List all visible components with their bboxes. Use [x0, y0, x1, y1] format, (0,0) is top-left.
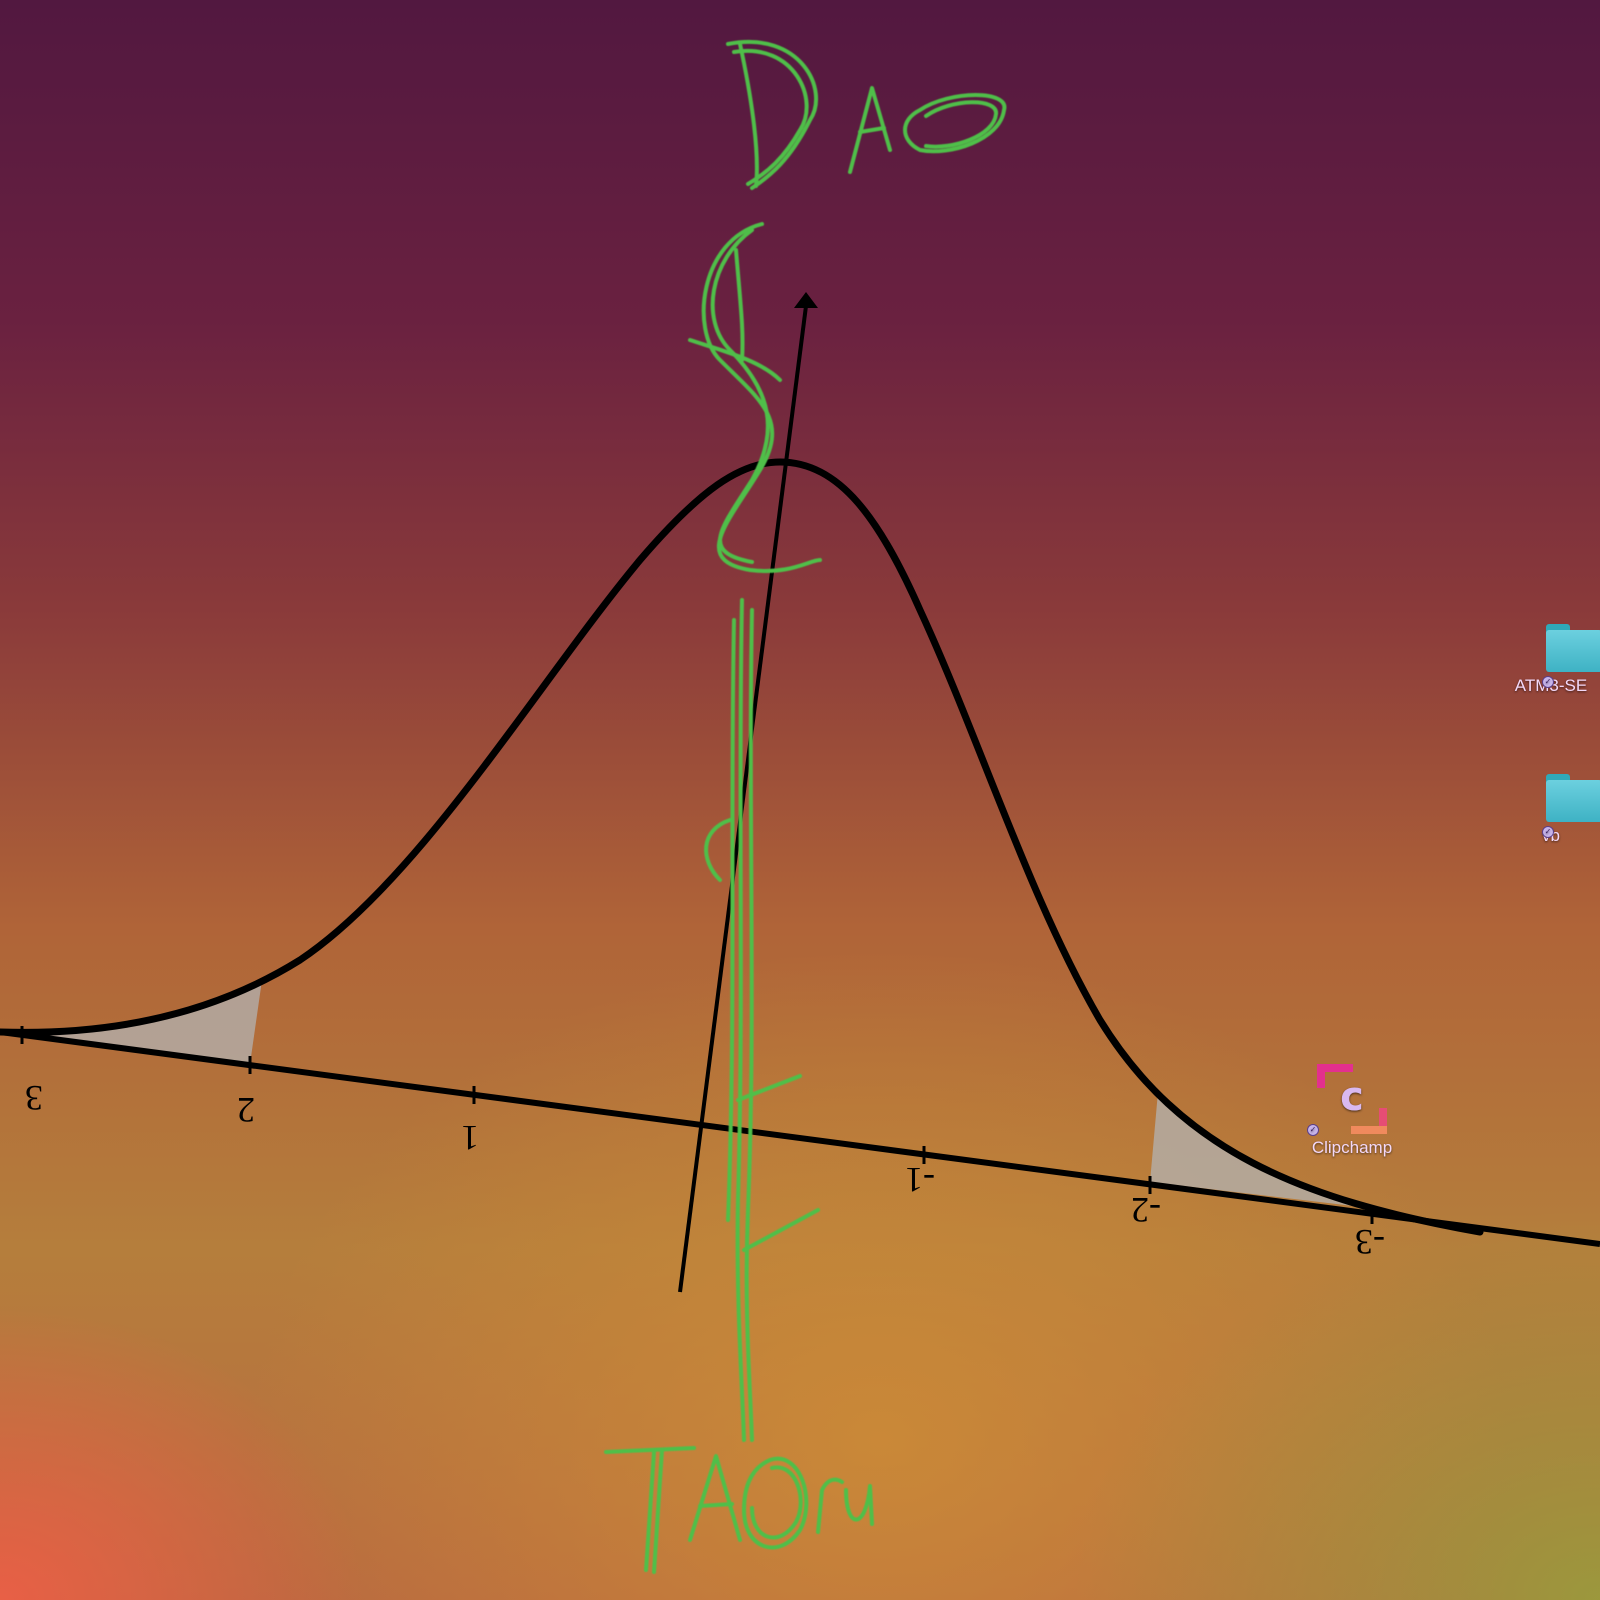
right-tail-shade — [1150, 1092, 1370, 1208]
y-axis-line — [678, 305, 808, 1293]
letter-a-bottom-stroke — [688, 1454, 742, 1542]
squiggle-stroke — [701, 222, 822, 573]
folder-icon — [1546, 774, 1600, 822]
bell-curve — [0, 458, 1484, 1236]
tick-label-1: 1 — [461, 1118, 479, 1158]
letter-d-stroke — [738, 42, 759, 188]
clipchamp-app-icon: c — [1317, 1064, 1387, 1134]
desktop-folder-vb[interactable]: ✓ vb — [1496, 774, 1600, 846]
green-ink-strokes — [604, 40, 1007, 1574]
tick-label-2: 2 — [237, 1090, 255, 1130]
letter-o-bottom-stroke — [742, 1456, 809, 1550]
sync-check-icon: ✓ — [1307, 1124, 1319, 1136]
x-axis-line — [0, 1029, 1600, 1247]
letter-u-stroke — [844, 1484, 874, 1526]
letter-t-stroke — [604, 1446, 696, 1454]
tick-label-3: 3 — [25, 1078, 43, 1118]
y-axis-arrowhead — [794, 292, 818, 308]
vertical-stroke — [735, 598, 746, 1442]
letter-o-stroke — [903, 93, 1007, 154]
tick-labels: 3 2 1 -1 -2 -3 — [25, 1078, 1385, 1262]
desktop-folder-atm3-se[interactable]: ✓ ATM3-SE — [1496, 624, 1600, 696]
desktop-app-clipchamp[interactable]: c ✓ Clipchamp — [1297, 1064, 1407, 1158]
desktop-icon-label: Clipchamp — [1311, 1138, 1393, 1157]
tick-label-neg-2: -2 — [1131, 1190, 1161, 1230]
sync-check-icon: ✓ — [1542, 826, 1554, 838]
tick-label-neg-1: -1 — [905, 1160, 935, 1200]
sync-check-icon: ✓ — [1542, 676, 1554, 688]
letter-r-stroke — [816, 1477, 844, 1534]
folder-icon — [1546, 624, 1600, 672]
tick-label-neg-3: -3 — [1355, 1222, 1385, 1262]
